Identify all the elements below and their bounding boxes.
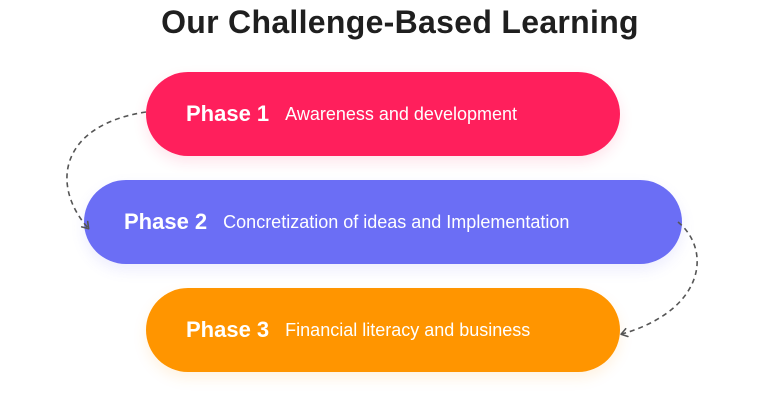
phase-2-pill: Phase 2 Concretization of ideas and Impl… (84, 180, 682, 264)
phase-2-description: Concretization of ideas and Implementati… (223, 211, 570, 232)
phase-2-label: Phase 2 (124, 209, 208, 234)
diagram-title: Our Challenge-Based Learning (161, 4, 639, 40)
phase-1-label: Phase 1 (186, 101, 270, 126)
phase-3-description: Financial literacy and business (285, 319, 531, 340)
phase-3-label: Phase 3 (186, 317, 270, 342)
phase-3-pill: Phase 3 Financial literacy and business (146, 288, 620, 372)
phase-1-description: Awareness and development (285, 103, 517, 124)
phase-1-pill: Phase 1 Awareness and development (146, 72, 620, 156)
